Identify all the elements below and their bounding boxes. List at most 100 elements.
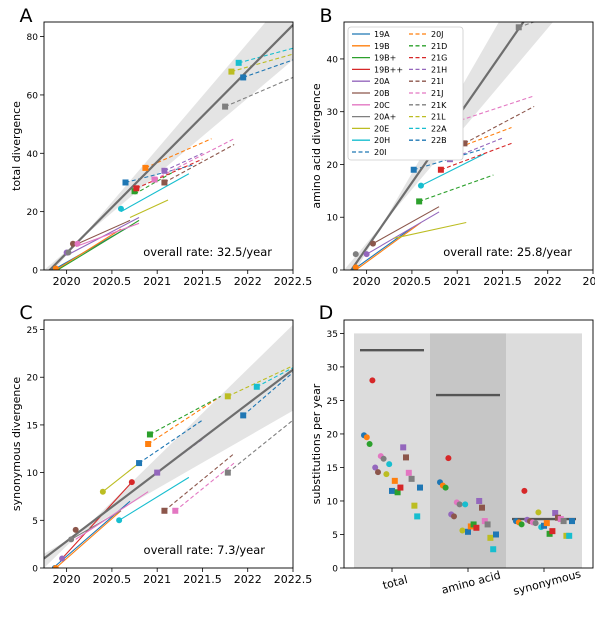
clade-point-22B — [240, 412, 247, 419]
x-tick-label: 2021 — [143, 275, 171, 288]
panel-a: 2020 2020.5 2021 2021.5 2022 2022.5 0 20 40 60 80 t… — [10, 21, 312, 288]
clade-point-20I — [122, 179, 129, 186]
rate-point-21J — [405, 469, 412, 476]
clade-trend-line-21K — [227, 419, 293, 474]
clade-point-21K — [224, 469, 231, 476]
rate-annotation: overall rate: 25.8/year — [443, 245, 572, 259]
legend-label-21J: 21J — [431, 89, 444, 98]
legend-label-20C: 20C — [374, 101, 390, 110]
legend-label-21G: 21G — [431, 54, 447, 63]
clade-point-21H — [161, 167, 168, 174]
confidence-band — [44, 22, 293, 270]
clade-point-21J — [151, 176, 158, 183]
y-tick-label: 40 — [327, 55, 339, 65]
rate-point-21D — [470, 521, 477, 528]
plot-area — [44, 22, 293, 270]
panel-label-d: D — [319, 302, 334, 324]
legend-label-19B++: 19B++ — [374, 65, 403, 74]
rate-point-21K — [484, 521, 491, 528]
clade-point-20H — [116, 517, 123, 524]
axes-frame — [343, 319, 594, 569]
rate-point-21I — [479, 504, 485, 511]
y-tick-label: 20 — [327, 430, 339, 440]
x-tick-label: 2022 — [234, 573, 262, 586]
clade-trend-line-20E — [129, 199, 169, 218]
clade-point-20E — [99, 488, 106, 495]
clade-point-20A — [363, 251, 370, 258]
x-tick-label: 2020.5 — [393, 275, 432, 288]
clade-trend-line-21H — [164, 152, 203, 172]
rate-point-19B++ — [369, 377, 376, 384]
clade-point-19B — [52, 565, 59, 568]
y-axis-label: synonymous divergence — [10, 377, 23, 511]
clade-point-21I — [461, 140, 468, 147]
y-tick-label: 10 — [27, 469, 39, 479]
rate-point-22A — [414, 513, 421, 520]
rate-point-21I — [403, 454, 409, 461]
rate-point-20E — [459, 527, 466, 534]
panel-d: 0 5 10 15 20 25 30 35 total amino acid synonymous s… — [310, 319, 594, 598]
rate-point-21H — [476, 497, 483, 504]
rate-point-22B — [417, 484, 423, 491]
category-label-1: amino acid — [440, 569, 502, 597]
clade-point-19B++ — [128, 479, 135, 486]
rate-point-20A+ — [456, 501, 463, 508]
clade-trend-line-19B — [55, 228, 122, 270]
rate-point-20J — [391, 477, 398, 484]
clade-trend-line-20A — [366, 211, 440, 255]
clade-trend-line-20B — [70, 219, 131, 248]
clade-point-22B — [240, 74, 247, 81]
confidence-band — [44, 324, 293, 568]
clade-trend-line-22B — [242, 372, 293, 416]
clade-trend-line-22A — [238, 47, 293, 64]
clade-point-21J — [172, 507, 179, 514]
rate-point-22A — [490, 546, 497, 553]
axes-frame — [343, 21, 594, 271]
rate-point-21H — [552, 510, 559, 517]
rate-point-22B — [493, 531, 499, 538]
x-tick-label: 2021.5 — [183, 573, 222, 586]
legend-label-19B+: 19B+ — [374, 54, 396, 63]
legend-label-20J: 20J — [431, 30, 444, 39]
category-band-2 — [506, 333, 582, 568]
y-tick-label: 40 — [27, 150, 39, 160]
clade-point-21D — [416, 198, 423, 205]
category-label-2: synonymous — [512, 567, 583, 598]
clade-trend-line-21K — [518, 22, 536, 28]
clade-point-20B — [369, 240, 376, 247]
legend-label-20H: 20H — [374, 136, 390, 145]
clade-trend-line-20E — [102, 462, 140, 493]
axes-frame — [43, 21, 294, 271]
panel-label-b: B — [319, 5, 332, 27]
category-band-0 — [354, 333, 430, 568]
y-tick-label: 25 — [327, 397, 338, 407]
y-tick-label: 15 — [27, 421, 38, 431]
rate-point-21D — [394, 489, 401, 496]
legend-label-21I: 21I — [431, 77, 444, 86]
clade-point-20I — [410, 166, 417, 173]
clade-trend-line-21G — [136, 158, 203, 189]
axes-frame — [43, 319, 294, 569]
clade-trend-line-19B++ — [61, 481, 133, 559]
rate-point-21H — [400, 444, 407, 451]
clade-trend-line-20C — [75, 491, 149, 540]
rate-point-21G — [473, 524, 480, 531]
legend-label-20A: 20A — [374, 77, 390, 86]
rate-point-20J — [543, 520, 550, 527]
clade-trend-line-20I — [125, 164, 194, 184]
y-tick-label: 20 — [327, 161, 339, 171]
legend-label-22B: 22B — [431, 136, 447, 145]
panel-label-a: A — [20, 5, 33, 27]
x-tick-label: 2021.5 — [183, 275, 222, 288]
legend-label-20I: 20I — [374, 148, 387, 157]
panel-label-c: C — [19, 302, 32, 324]
clade-point-20A+ — [352, 251, 359, 258]
y-tick-label: 35 — [327, 330, 338, 340]
rate-point-22A — [566, 532, 573, 539]
y-axis-label: total divergence — [10, 101, 23, 191]
clade-point-21L — [224, 393, 231, 400]
rate-point-21K — [408, 475, 415, 482]
y-tick-label: 5 — [332, 531, 338, 541]
clade-point-21H — [154, 469, 161, 476]
overall-fit-line — [44, 368, 293, 560]
